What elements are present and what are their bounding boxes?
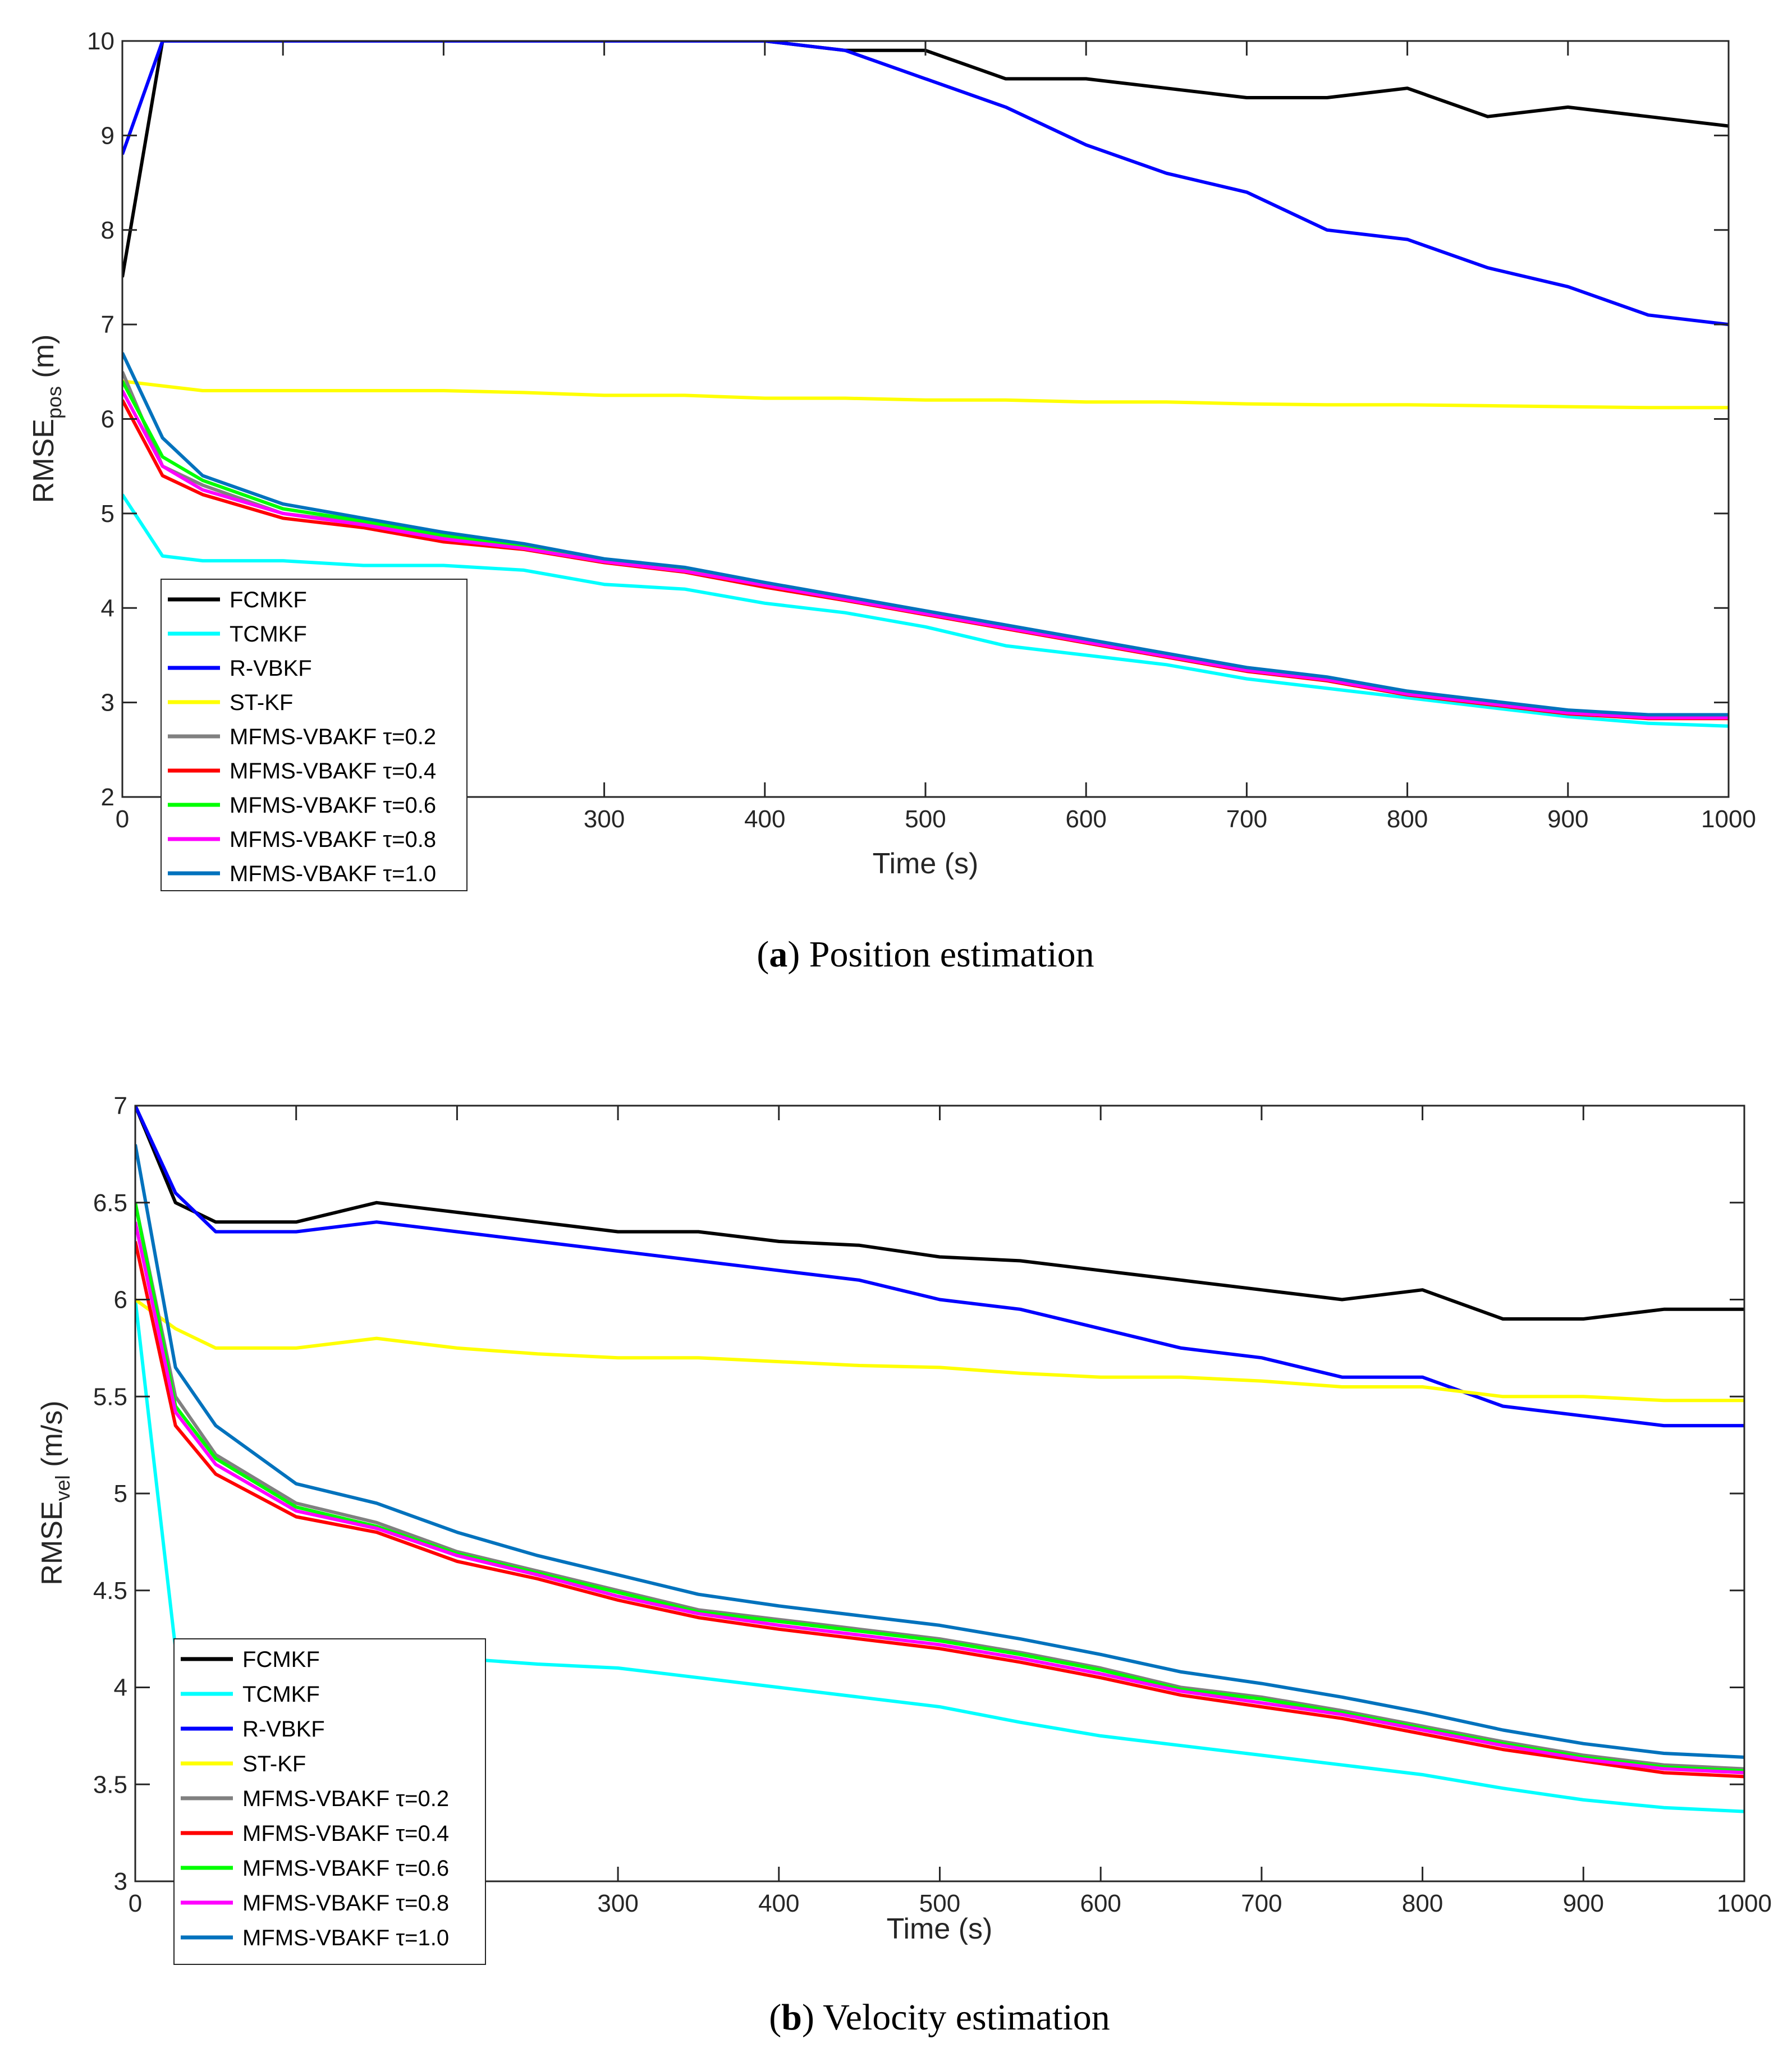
panel-a-ylabel: RMSEpos (m) <box>28 335 66 503</box>
panel-a-ytick-label: 9 <box>101 122 114 149</box>
panel-a-legend-label-3: ST-KF <box>230 690 293 715</box>
panel-b-ytick-label: 7 <box>114 1092 127 1120</box>
panel-b-xtick-label: 800 <box>1402 1890 1443 1917</box>
panel-b-ytick-label: 3.5 <box>93 1771 127 1798</box>
panel-a-xtick-label: 0 <box>116 805 129 833</box>
panel-a-xtick-label: 300 <box>584 805 625 833</box>
panel-a-ytick-label: 10 <box>87 28 114 55</box>
panel-a-ytick-label: 8 <box>101 217 114 244</box>
panel-a-legend-label-6: MFMS-VBAKF τ=0.6 <box>230 793 436 818</box>
panel-b-ytick-label: 4.5 <box>93 1577 127 1605</box>
panel-b-series-line-3 <box>135 1298 1744 1403</box>
panel-a: 0100200300400500600700800900100023456789… <box>28 28 1756 975</box>
panel-a-caption-text: Position estimation <box>809 934 1094 975</box>
panel-b-xtick-label: 300 <box>597 1890 638 1917</box>
panel-b-ylabel-sub: vel <box>51 1475 74 1501</box>
panel-b-xtick-label: 600 <box>1080 1890 1121 1917</box>
panel-a-ytick-label: 6 <box>101 406 114 433</box>
panel-b-legend-label-6: MFMS-VBAKF τ=0.6 <box>242 1856 449 1881</box>
panel-b-legend: FCMKF TCMKF R-VBKF ST-KF MFMS-VBAKF τ=0.2 MFM… <box>173 1638 486 1965</box>
panel-a-legend-label-8: MFMS-VBAKF τ=1.0 <box>230 862 436 886</box>
panel-a-ylabel-sub: pos <box>43 386 66 419</box>
panel-b-series-line-5 <box>135 1241 1744 1779</box>
panel-a-legend: FCMKF TCMKF R-VBKF ST-KF MFMS-VBAKF τ=0.2 MFM… <box>161 579 468 891</box>
panel-b-legend-label-3: ST-KF <box>242 1752 306 1776</box>
panel-b-xtick-label: 500 <box>919 1890 960 1917</box>
panel-b-ylabel-base: RMSE <box>36 1501 68 1585</box>
panel-b-series-line-4 <box>135 1202 1744 1771</box>
panel-a-xtick-label: 600 <box>1065 805 1106 833</box>
panel-b-ylabel-unit: (m/s) <box>36 1400 68 1475</box>
panel-a-legend-label-5: MFMS-VBAKF τ=0.4 <box>230 759 436 784</box>
panel-a-ytick-label: 4 <box>101 594 114 622</box>
panel-b-legend-label-0: FCMKF <box>242 1647 320 1672</box>
panel-b-ylabel: RMSEvel (m/s) <box>36 1400 74 1585</box>
panel-a-ytick-label: 5 <box>101 500 114 528</box>
panel-b-xlabel: Time (s) <box>887 1913 993 1945</box>
panel-b-xtick-label: 700 <box>1241 1890 1282 1917</box>
panel-a-legend-label-7: MFMS-VBAKF τ=0.8 <box>230 827 436 852</box>
panel-a-xtick-label: 500 <box>905 805 946 833</box>
panel-b-series-line-8 <box>135 1144 1744 1759</box>
panel-a-series-line-3 <box>122 379 1729 410</box>
panel-a-xtick-label: 800 <box>1387 805 1428 833</box>
panel-a-series-line-1 <box>122 493 1729 728</box>
panel-a-legend-label-2: R-VBKF <box>230 656 312 681</box>
panel-b-ytick-label: 6 <box>114 1286 127 1314</box>
panel-a-ytick-label: 2 <box>101 784 114 811</box>
panel-a-xtick-label: 1000 <box>1701 805 1756 833</box>
panel-b-ytick-label: 6.5 <box>93 1189 127 1217</box>
panel-b-legend-label-7: MFMS-VBAKF τ=0.8 <box>242 1891 449 1916</box>
panel-a-ylabel-base: RMSE <box>28 419 60 503</box>
panel-a-legend-label-1: TCMKF <box>230 622 307 647</box>
panel-b-ytick-label: 5.5 <box>93 1383 127 1410</box>
panel-a-ytick-label: 3 <box>101 689 114 717</box>
panel-b-ytick-label: 5 <box>114 1480 127 1508</box>
panel-b-legend-label-5: MFMS-VBAKF τ=0.4 <box>242 1821 449 1846</box>
panel-b-xtick-label: 1000 <box>1717 1890 1772 1917</box>
panel-b-xtick-label: 900 <box>1563 1890 1604 1917</box>
panel-b-legend-label-4: MFMS-VBAKF τ=0.2 <box>242 1786 449 1811</box>
panel-b-xtick-label: 400 <box>758 1890 799 1917</box>
panel-a-xtick-label: 700 <box>1226 805 1267 833</box>
panel-a-series-line-2 <box>122 41 1729 327</box>
panel-a-ytick-label: 7 <box>101 311 114 338</box>
panel-b-caption-letter: b <box>781 1997 802 2038</box>
panel-a-series-line-8 <box>122 352 1729 717</box>
panel-a-xtick-label: 400 <box>744 805 785 833</box>
panel-a-caption: (a) Position estimation <box>757 934 1094 975</box>
panel-a-xlabel: Time (s) <box>873 847 979 880</box>
panel-a-legend-label-0: FCMKF <box>230 588 307 612</box>
panel-b-xtick-label: 0 <box>129 1890 142 1917</box>
panel-b-caption: (b) Velocity estimation <box>769 1997 1110 2038</box>
panel-a-series-line-0 <box>122 41 1729 278</box>
panel-b-series-group <box>135 1106 1744 1813</box>
panel-b-legend-label-8: MFMS-VBAKF τ=1.0 <box>242 1926 449 1950</box>
panel-a-series-line-7 <box>122 390 1729 720</box>
panel-b-legend-label-1: TCMKF <box>242 1682 320 1707</box>
panel-b-legend-label-2: R-VBKF <box>242 1717 325 1742</box>
panel-b: 0100200300400500600700800900100033.544.5… <box>36 1092 1772 2038</box>
panel-b-caption-text: Velocity estimation <box>823 1997 1110 2038</box>
panel-b-ytick-label: 4 <box>114 1674 127 1702</box>
panel-b-series-line-6 <box>135 1202 1744 1773</box>
panel-a-series-group <box>122 41 1729 728</box>
panel-b-ytick-label: 3 <box>114 1868 127 1895</box>
panel-a-ylabel-unit: (m) <box>28 335 60 386</box>
panel-a-caption-letter: a <box>769 934 787 975</box>
panel-a-legend-label-4: MFMS-VBAKF τ=0.2 <box>230 725 436 749</box>
panel-b-series-line-7 <box>135 1221 1744 1775</box>
panel-b-series-line-0 <box>135 1106 1744 1321</box>
panel-a-xtick-label: 900 <box>1547 805 1588 833</box>
